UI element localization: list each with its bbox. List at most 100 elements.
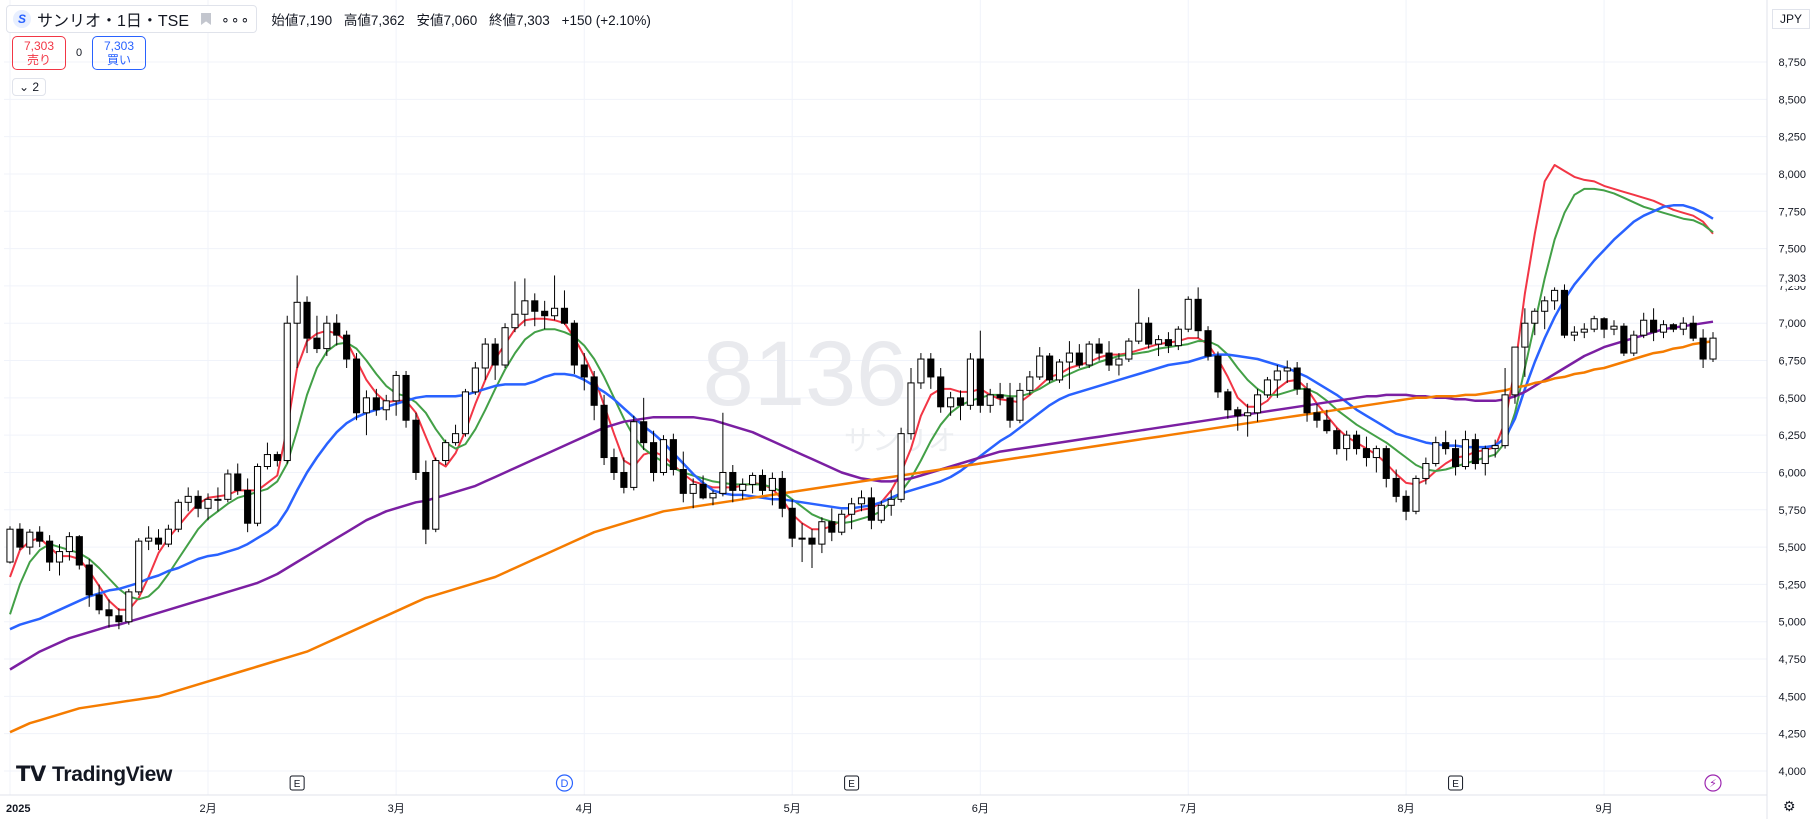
price-tick-label: 8,500 (1778, 94, 1806, 106)
more-options-icon[interactable]: ∘∘∘ (221, 10, 251, 27)
candle-body (1303, 388, 1311, 414)
candle-body (541, 310, 549, 317)
candle-body (253, 466, 262, 524)
candle-body (313, 337, 321, 350)
candle-body (382, 400, 390, 411)
buy-button[interactable]: 7,303 買い (92, 36, 146, 70)
change-value: +150 (+2.10%) (561, 13, 651, 28)
candle-body (1263, 379, 1272, 396)
candle-body (1194, 298, 1202, 332)
high-label: 高値 (343, 13, 371, 28)
candle-body (105, 609, 113, 617)
candle-body (36, 531, 44, 542)
price-tick-label: 4,750 (1778, 654, 1806, 666)
candle-body (1135, 322, 1143, 342)
candle-body (1244, 412, 1252, 417)
candle-body (1481, 448, 1489, 465)
sell-button[interactable]: 7,303 売り (12, 36, 66, 70)
candle-body (758, 474, 767, 491)
price-tick-label: 8,250 (1778, 132, 1806, 144)
candle-body (1570, 331, 1578, 336)
candle-body (244, 489, 252, 524)
buy-label: 買い (106, 53, 131, 67)
candle-body (343, 334, 351, 360)
price-tick-label: 4,500 (1778, 691, 1806, 703)
candle-body (620, 471, 628, 488)
candle-body (174, 501, 182, 530)
candle-body (1600, 318, 1608, 330)
gear-icon[interactable]: ⚙ (1783, 798, 1796, 814)
candle-body (857, 497, 866, 505)
price-axis[interactable]: 4,000 4,250 4,500 4,750 5,000 5,250 5,500 5,750… (1778, 57, 1806, 778)
candle-body (521, 300, 529, 315)
price-tick-label: 7,750 (1778, 206, 1806, 218)
currency-selector[interactable]: JPY (1772, 9, 1810, 29)
time-tick-label: 8月 (1398, 803, 1415, 815)
candle-body (729, 471, 737, 491)
candle-body (234, 473, 242, 491)
candle-body (640, 421, 648, 444)
indicators-count: 2 (32, 80, 40, 94)
price-tick-label: 7,500 (1778, 244, 1806, 256)
candle-body (303, 301, 311, 339)
high-value: 7,362 (370, 13, 405, 28)
candle-body (709, 492, 717, 499)
time-tick-label: 5月 (784, 803, 801, 815)
candle-body (1392, 477, 1400, 497)
candle-body (848, 503, 856, 515)
ohlc-values: 始値7,190 高値7,362 安値7,060 終値7,303 +150 (+2… (271, 9, 651, 29)
close-value: 7,303 (516, 13, 550, 28)
candle-body (798, 537, 806, 540)
candle-body (362, 397, 371, 414)
candle-body (610, 457, 618, 473)
price-tick-label: 8,750 (1778, 57, 1806, 69)
symbol-selector[interactable]: S サンリオ・1日・TSE ∘∘∘ (6, 5, 258, 33)
tradingview-wordmark: TradingView (51, 762, 172, 786)
price-tick-label: 6,500 (1778, 393, 1806, 405)
candle-body (1501, 394, 1509, 447)
candle-body (877, 504, 885, 521)
candle-body (55, 551, 64, 563)
candle-body (26, 531, 34, 548)
candle-body (1055, 361, 1064, 381)
candle-body (1333, 430, 1341, 450)
candle-body (1293, 367, 1301, 390)
time-axis[interactable]: 2025 2月 3月 4月 5月 6月 7月 8月 9月 (6, 803, 1613, 815)
symbol-logo-icon: S (13, 10, 31, 28)
candle-body (1085, 343, 1093, 366)
candle-body (937, 376, 945, 408)
candle-body (650, 442, 658, 473)
candle-body (115, 615, 123, 623)
candle-body (1610, 325, 1618, 330)
price-tick-label: 5,250 (1778, 579, 1806, 591)
candle-body (214, 498, 222, 501)
earnings-marker (289, 775, 305, 791)
candle-body (1511, 346, 1519, 396)
bookmark-flag-icon[interactable] (201, 13, 212, 25)
time-tick-label: 7月 (1180, 803, 1197, 815)
candle-body (204, 498, 212, 509)
earnings-marker-label: E (294, 779, 301, 790)
sell-price: 7,303 (23, 39, 55, 53)
candle-body (95, 594, 103, 611)
candle-body (333, 322, 341, 336)
candle-body (689, 483, 697, 494)
candle-body (1016, 389, 1024, 421)
candle-body (1125, 340, 1133, 360)
candle-body (808, 537, 816, 545)
chevron-down-icon: ⌄ (19, 80, 30, 94)
candle-body (1273, 370, 1281, 381)
candle-body (224, 473, 232, 500)
candle-body (1382, 448, 1390, 479)
candle-body (1461, 439, 1470, 468)
indicators-toggle[interactable]: ⌄ 2 (12, 78, 47, 96)
candle-body (402, 374, 410, 421)
time-tick-label: 6月 (972, 803, 989, 815)
candle-body (1214, 355, 1222, 393)
candlesticks (6, 275, 1717, 630)
sell-label: 売り (26, 53, 51, 67)
tradingview-logo[interactable]: 𝗧𝗩 TradingView (16, 762, 172, 787)
candle-body (135, 540, 143, 593)
chart-header: S サンリオ・1日・TSE ∘∘∘ 始値7,190 高値7,362 安値7,06… (6, 4, 651, 34)
